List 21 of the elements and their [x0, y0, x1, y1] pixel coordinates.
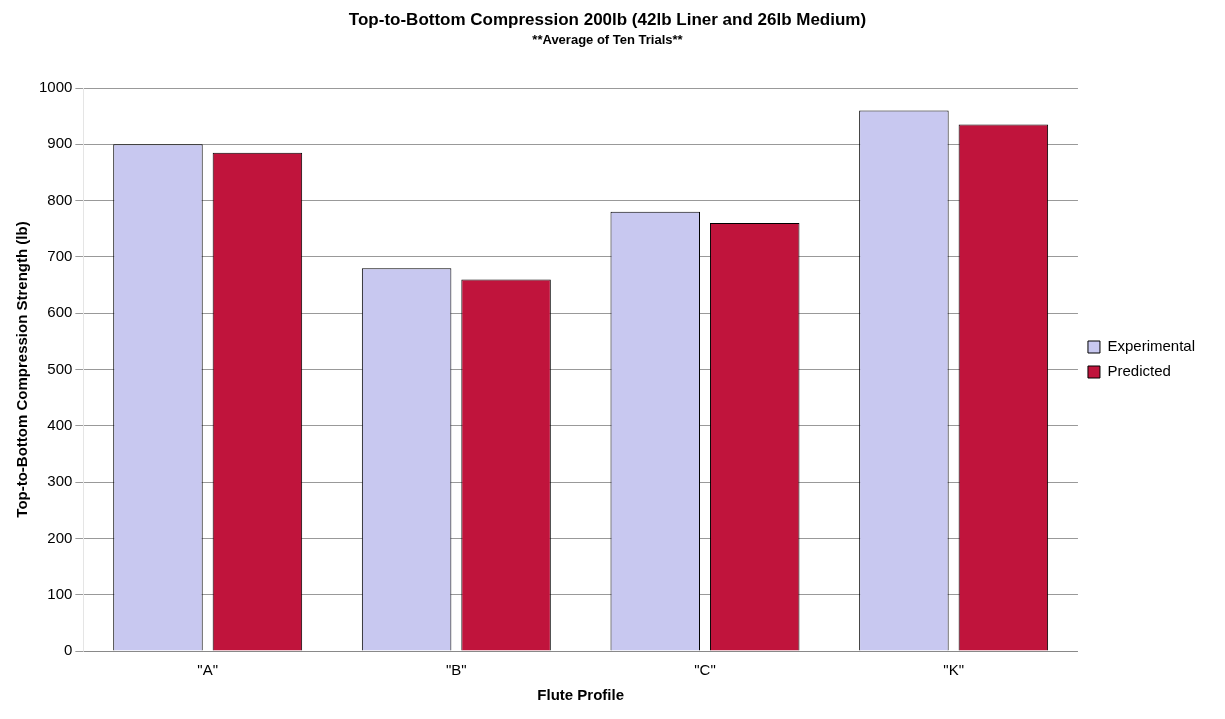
y-tick-label: 100 [47, 584, 73, 602]
y-axis-title: Top-to-Bottom Compression Strength (lb) [13, 221, 31, 518]
y-tick-label: 400 [47, 415, 73, 433]
y-tick-label: 500 [47, 359, 73, 377]
chart-subtitle: **Average of Ten Trials** [532, 31, 684, 47]
y-tick-label: 900 [47, 134, 73, 152]
y-tick-label: 300 [47, 472, 73, 490]
y-tick-label: 600 [47, 303, 73, 321]
x-tick-label: "B" [446, 661, 467, 679]
x-tick-label: "K" [943, 661, 964, 679]
chart-title: Top-to-Bottom Compression 200lb (42lb Liner and 26lb Medium) [348, 9, 867, 29]
legend-label: Predicted [1107, 362, 1171, 380]
y-tick-label: 0 [64, 641, 73, 659]
y-tick-label: 700 [47, 247, 73, 265]
x-tick-label: "A" [197, 661, 219, 679]
x-tick-label: "C" [694, 661, 716, 679]
y-tick-label: 200 [47, 528, 73, 546]
y-tick-label: 1000 [38, 78, 73, 96]
y-tick-label: 800 [47, 190, 73, 208]
legend-label: Experimental [1107, 337, 1196, 355]
x-axis-title: Flute Profile [537, 686, 625, 704]
